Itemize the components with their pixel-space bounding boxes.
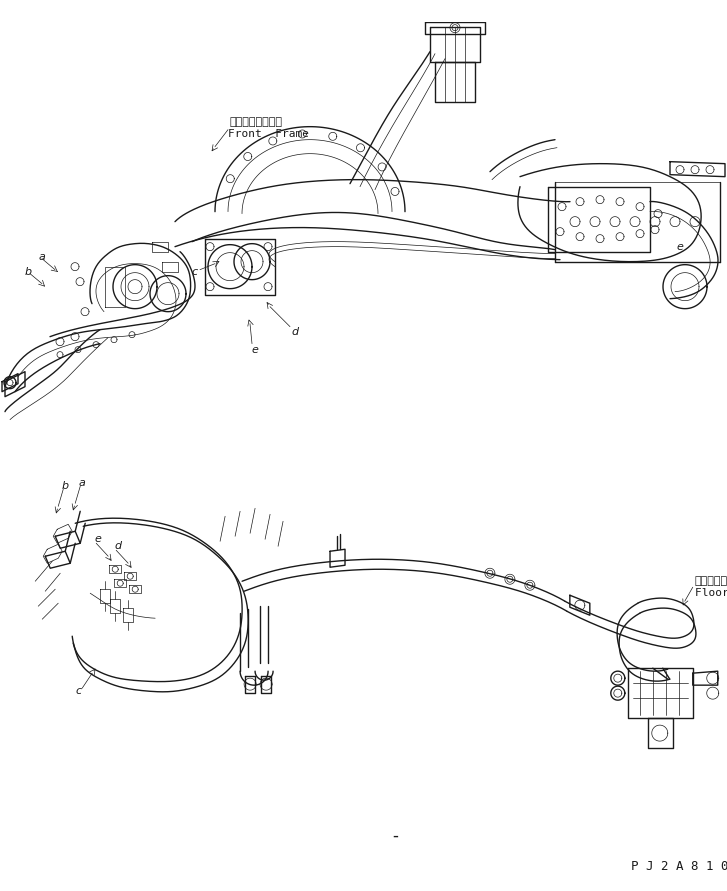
Text: c: c [192, 266, 198, 277]
Text: -: - [392, 827, 398, 845]
Text: Floor  Valve: Floor Valve [695, 588, 727, 598]
Text: Front  Frame: Front Frame [228, 128, 309, 139]
Text: c: c [75, 686, 81, 696]
Text: e: e [677, 241, 683, 251]
Text: d: d [292, 327, 299, 337]
Text: フロアバルブ: フロアバルブ [695, 576, 727, 586]
Text: b: b [25, 266, 31, 277]
Text: d: d [115, 541, 121, 552]
Text: e: e [252, 345, 258, 355]
Text: フロントフレーム: フロントフレーム [230, 117, 283, 127]
Text: a: a [39, 251, 45, 262]
Text: e: e [95, 535, 102, 544]
Text: a: a [79, 478, 86, 488]
Text: b: b [62, 481, 69, 491]
Text: P J 2 A 8 1 0: P J 2 A 8 1 0 [631, 860, 727, 872]
